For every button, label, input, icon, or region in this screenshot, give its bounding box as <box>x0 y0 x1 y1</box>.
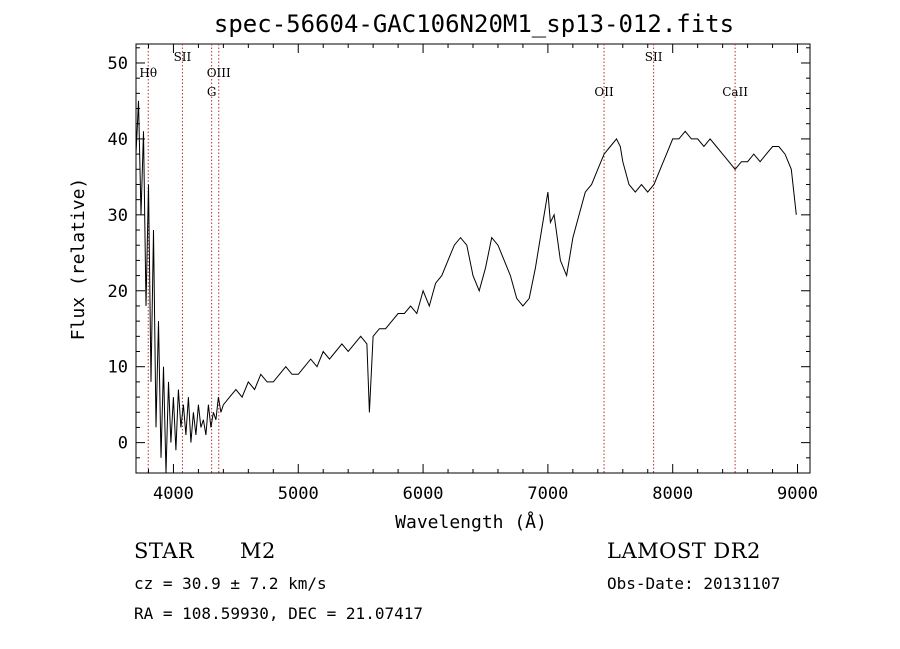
line-marker-label: CaII <box>722 85 748 99</box>
coordinates: RA = 108.59930, DEC = 21.07417 <box>134 604 423 623</box>
redshift-cz: cz = 30.9 ± 7.2 km/s <box>134 574 327 593</box>
line-marker-label: SII <box>174 50 192 64</box>
x-tick-label: 6000 <box>403 484 444 504</box>
y-tick-label: 30 <box>108 206 128 226</box>
x-tick-label: 7000 <box>527 484 568 504</box>
line-markers: Hθ SII OIII G OII SII CaII <box>139 44 748 473</box>
line-marker-label: OIII <box>207 66 231 80</box>
survey-name: LAMOST DR2 <box>607 539 761 563</box>
plot-frame <box>135 43 811 474</box>
y-tick-label: 20 <box>108 282 128 302</box>
y-axis-label: Flux (relative) <box>68 178 89 341</box>
line-marker-label: SII <box>645 50 663 64</box>
y-tick-label: 50 <box>108 54 128 74</box>
y-tick-label: 0 <box>118 434 128 454</box>
chart-title: spec-56604-GAC106N20M1_sp13-012.fits <box>214 10 734 38</box>
x-axis-label: Wavelength (Å) <box>395 511 547 533</box>
y-tick-label: 10 <box>108 358 128 378</box>
object-subclass: M2 <box>240 539 276 563</box>
x-axis: 4000 5000 6000 7000 8000 9000 <box>147 44 818 504</box>
x-tick-label: 5000 <box>278 484 319 504</box>
spectrum-line <box>135 100 797 474</box>
x-tick-label: 4000 <box>153 484 194 504</box>
x-tick-label: 9000 <box>777 484 818 504</box>
line-marker-label: Hθ <box>139 66 157 80</box>
object-class: STAR <box>134 539 195 563</box>
x-tick-label: 8000 <box>652 484 693 504</box>
obs-date: Obs-Date: 20131107 <box>607 574 781 593</box>
y-axis: 0 10 20 30 40 50 <box>108 47 810 459</box>
y-tick-label: 40 <box>108 130 128 150</box>
line-marker-label: G <box>207 85 217 99</box>
line-marker-label: OII <box>594 85 614 99</box>
